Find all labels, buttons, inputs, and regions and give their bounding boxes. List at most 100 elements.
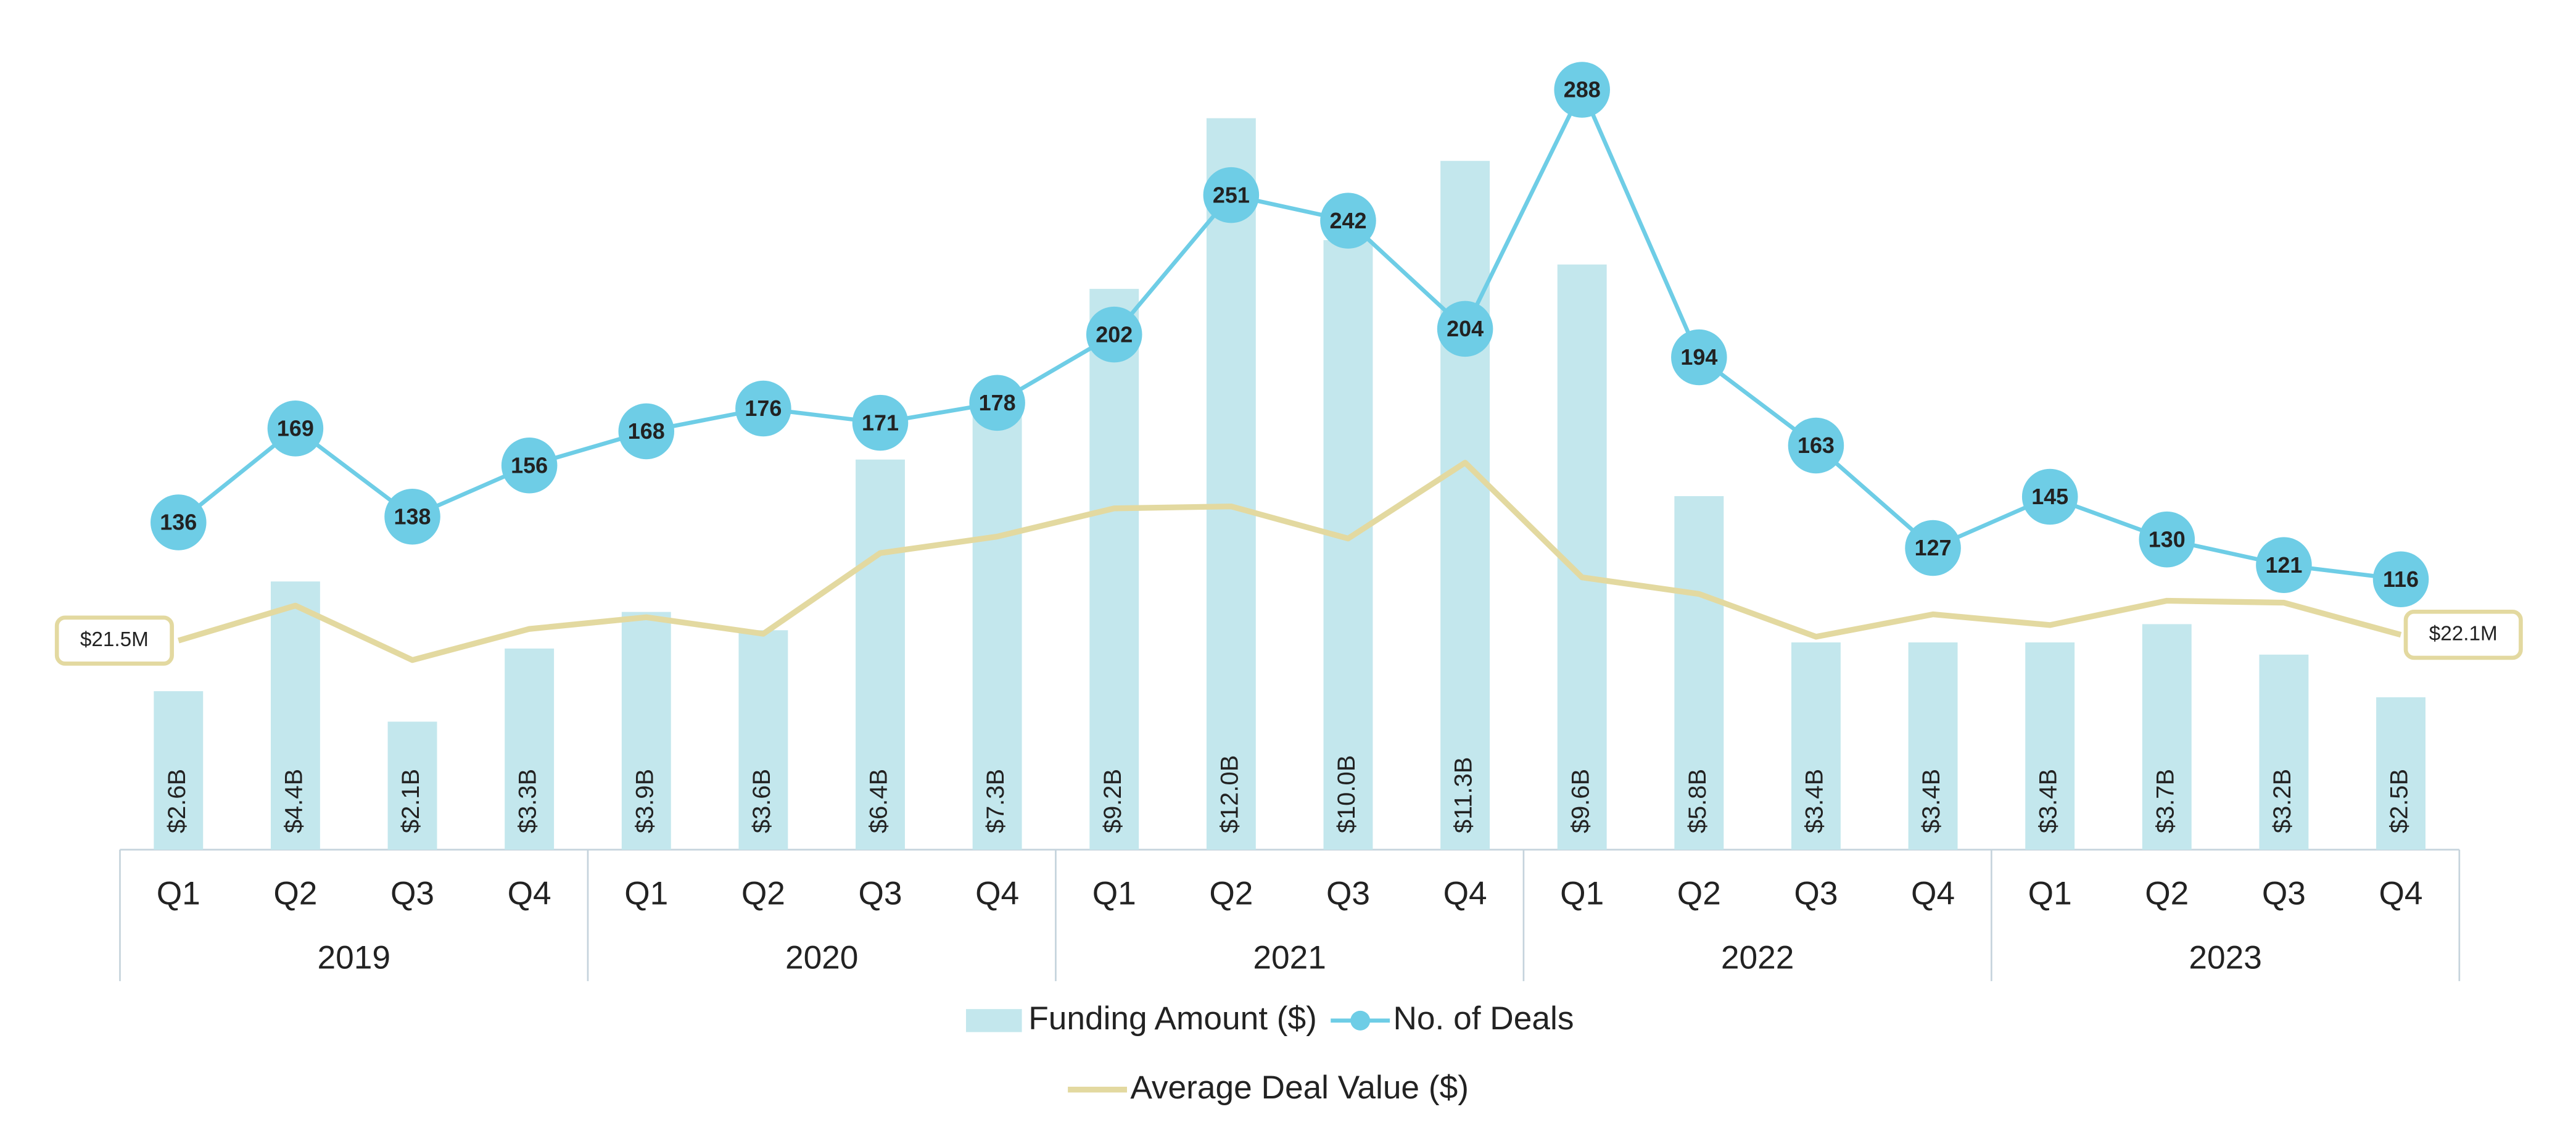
marker [1554, 62, 1610, 118]
bar [2376, 697, 2425, 850]
x-tick-label: Q4 [1911, 875, 1955, 911]
point-label: 130 [2149, 526, 2186, 552]
point-label: 169 [277, 415, 314, 441]
bar-label: $11.3B [1450, 757, 1477, 834]
x-tick-label: Q3 [858, 875, 902, 911]
bar [2025, 642, 2075, 850]
marker [618, 403, 675, 460]
marker [1671, 329, 1727, 386]
bar [505, 648, 555, 850]
x-tick-label: Q4 [1443, 875, 1487, 911]
point-label: 251 [1213, 182, 1250, 207]
marker [2021, 468, 2078, 525]
legend-label: Funding Amount ($) [1028, 1000, 1317, 1037]
point-label: $21.5M [80, 628, 149, 651]
marker [151, 494, 207, 550]
marker [735, 380, 791, 437]
bar-label: $9.2B [1099, 769, 1126, 833]
x-tick-label: Q1 [157, 875, 200, 911]
x-tick-label: Q3 [1326, 875, 1370, 911]
group-label: 2020 [785, 939, 858, 976]
x-tick-label: Q3 [2262, 875, 2306, 911]
marker [1203, 167, 1260, 223]
label-box [54, 615, 174, 666]
marker [1086, 306, 1142, 363]
x-tick-label: Q4 [975, 875, 1019, 911]
x-tick-label: Q2 [273, 875, 317, 911]
bar-label: $3.2B [2269, 769, 2296, 833]
marker [969, 375, 1025, 431]
bar [2142, 624, 2192, 850]
x-tick-label: Q1 [1092, 875, 1136, 911]
bar-label: $3.4B [1918, 769, 1945, 833]
group-label: 2022 [1721, 939, 1794, 976]
bar [1323, 240, 1373, 850]
marker [384, 489, 440, 545]
legend-label: Average Deal Value ($) [1130, 1069, 1469, 1106]
marker [501, 437, 558, 494]
bar-label: $3.6B [748, 769, 775, 833]
x-tick-label: Q4 [508, 875, 551, 911]
line [177, 460, 2402, 663]
legend-marker [1350, 1010, 1371, 1031]
marker [267, 400, 324, 457]
bar [1089, 289, 1139, 850]
bar [1206, 118, 1256, 850]
legend-label: No. of Deals [1393, 1000, 1574, 1037]
bar-label: $2.1B [397, 769, 424, 833]
marker [1788, 417, 1844, 474]
marker [2372, 551, 2429, 608]
bar [387, 721, 437, 850]
point-label: 116 [2383, 566, 2419, 592]
label-box [2403, 610, 2523, 660]
bar [972, 404, 1022, 850]
point-label: 288 [1564, 77, 1601, 102]
bar-label: $5.8B [1684, 769, 1711, 833]
marker [1905, 520, 1961, 576]
bar [1674, 496, 1724, 850]
group-label: 2021 [1253, 939, 1326, 976]
marker [1320, 193, 1376, 249]
bar-label: $3.9B [631, 769, 658, 833]
bar-label: $3.4B [1801, 769, 1828, 833]
bar-label: $12.0B [1216, 755, 1243, 834]
bar-label: $9.6B [1567, 769, 1594, 833]
point-label: 127 [1915, 535, 1952, 560]
point-label: 202 [1096, 322, 1133, 347]
bar [738, 630, 788, 850]
bar-label: $3.4B [2035, 769, 2062, 833]
bar-label: $2.5B [2386, 769, 2413, 833]
point-label: 176 [745, 396, 782, 421]
marker [1437, 301, 1493, 357]
bar [621, 612, 671, 850]
point-label: 204 [1447, 316, 1484, 341]
marker [2139, 511, 2195, 568]
x-tick-label: Q3 [390, 875, 434, 911]
x-tick-label: Q4 [2379, 875, 2423, 911]
bar-label: $3.7B [2152, 769, 2179, 833]
point-label: 145 [2031, 484, 2068, 509]
bar-label: $10.0B [1333, 755, 1360, 834]
point-label: 168 [628, 418, 665, 444]
bar-label: $7.3B [982, 769, 1009, 833]
x-tick-label: Q2 [2145, 875, 2189, 911]
x-tick-label: Q2 [1209, 875, 1253, 911]
bar-label: $6.4B [865, 769, 893, 833]
bar [154, 691, 204, 850]
point-label: 171 [862, 410, 899, 435]
bar-label: $4.4B [280, 769, 307, 833]
group-label: 2023 [2189, 939, 2261, 976]
legend-swatch [966, 1009, 1022, 1032]
bar-label: $2.6B [163, 769, 191, 833]
point-label: 138 [394, 504, 431, 529]
bar-label: $3.3B [514, 769, 542, 833]
bar [1440, 160, 1490, 850]
point-label: 194 [1680, 344, 1717, 370]
point-label: 163 [1798, 433, 1835, 458]
marker [852, 394, 909, 451]
bar [270, 581, 320, 850]
point-label: 178 [979, 390, 1016, 415]
x-tick-label: Q1 [624, 875, 668, 911]
